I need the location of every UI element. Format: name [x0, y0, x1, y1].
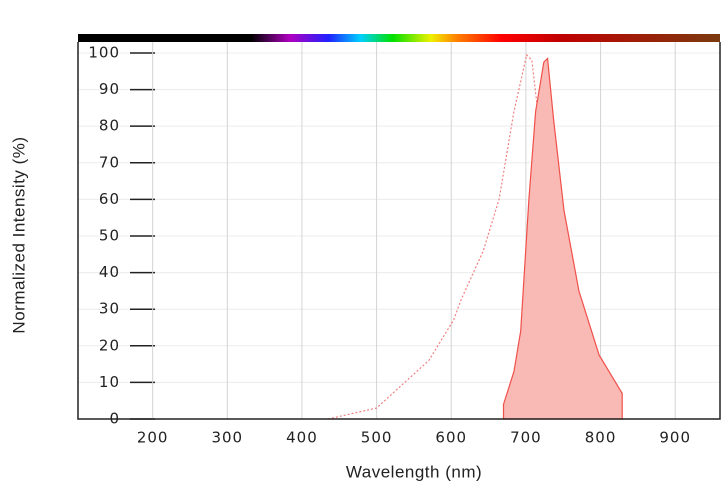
x-tick-label: 600 [435, 429, 467, 447]
x-tick-label: 800 [585, 429, 617, 447]
y-tick-label: 70 [99, 153, 120, 171]
y-tick-label: 40 [99, 263, 120, 281]
x-tick-label: 700 [510, 429, 542, 447]
y-tick-label: 100 [88, 43, 120, 61]
y-tick-label: 60 [99, 190, 120, 208]
emission-area [502, 57, 623, 420]
y-tick-label: 20 [99, 336, 120, 354]
excitation-line [327, 53, 597, 420]
x-tick-label: 900 [659, 429, 691, 447]
x-tick-label: 500 [361, 429, 393, 447]
x-tick-label: 300 [211, 429, 243, 447]
x-tick-label: 200 [137, 429, 169, 447]
x-axis-title: Wavelength (nm) [346, 462, 482, 481]
y-tick-label: 50 [99, 226, 120, 244]
y-axis-title: Normalized Intensity (%) [9, 136, 28, 333]
y-tick-label: 90 [99, 80, 120, 98]
plot-frame [77, 42, 721, 420]
spectrum-bar [78, 34, 720, 42]
y-tick-label: 10 [99, 373, 120, 391]
y-tick-label: 30 [99, 300, 120, 318]
y-tick-label: 80 [99, 117, 120, 135]
x-tick-label: 400 [286, 429, 318, 447]
